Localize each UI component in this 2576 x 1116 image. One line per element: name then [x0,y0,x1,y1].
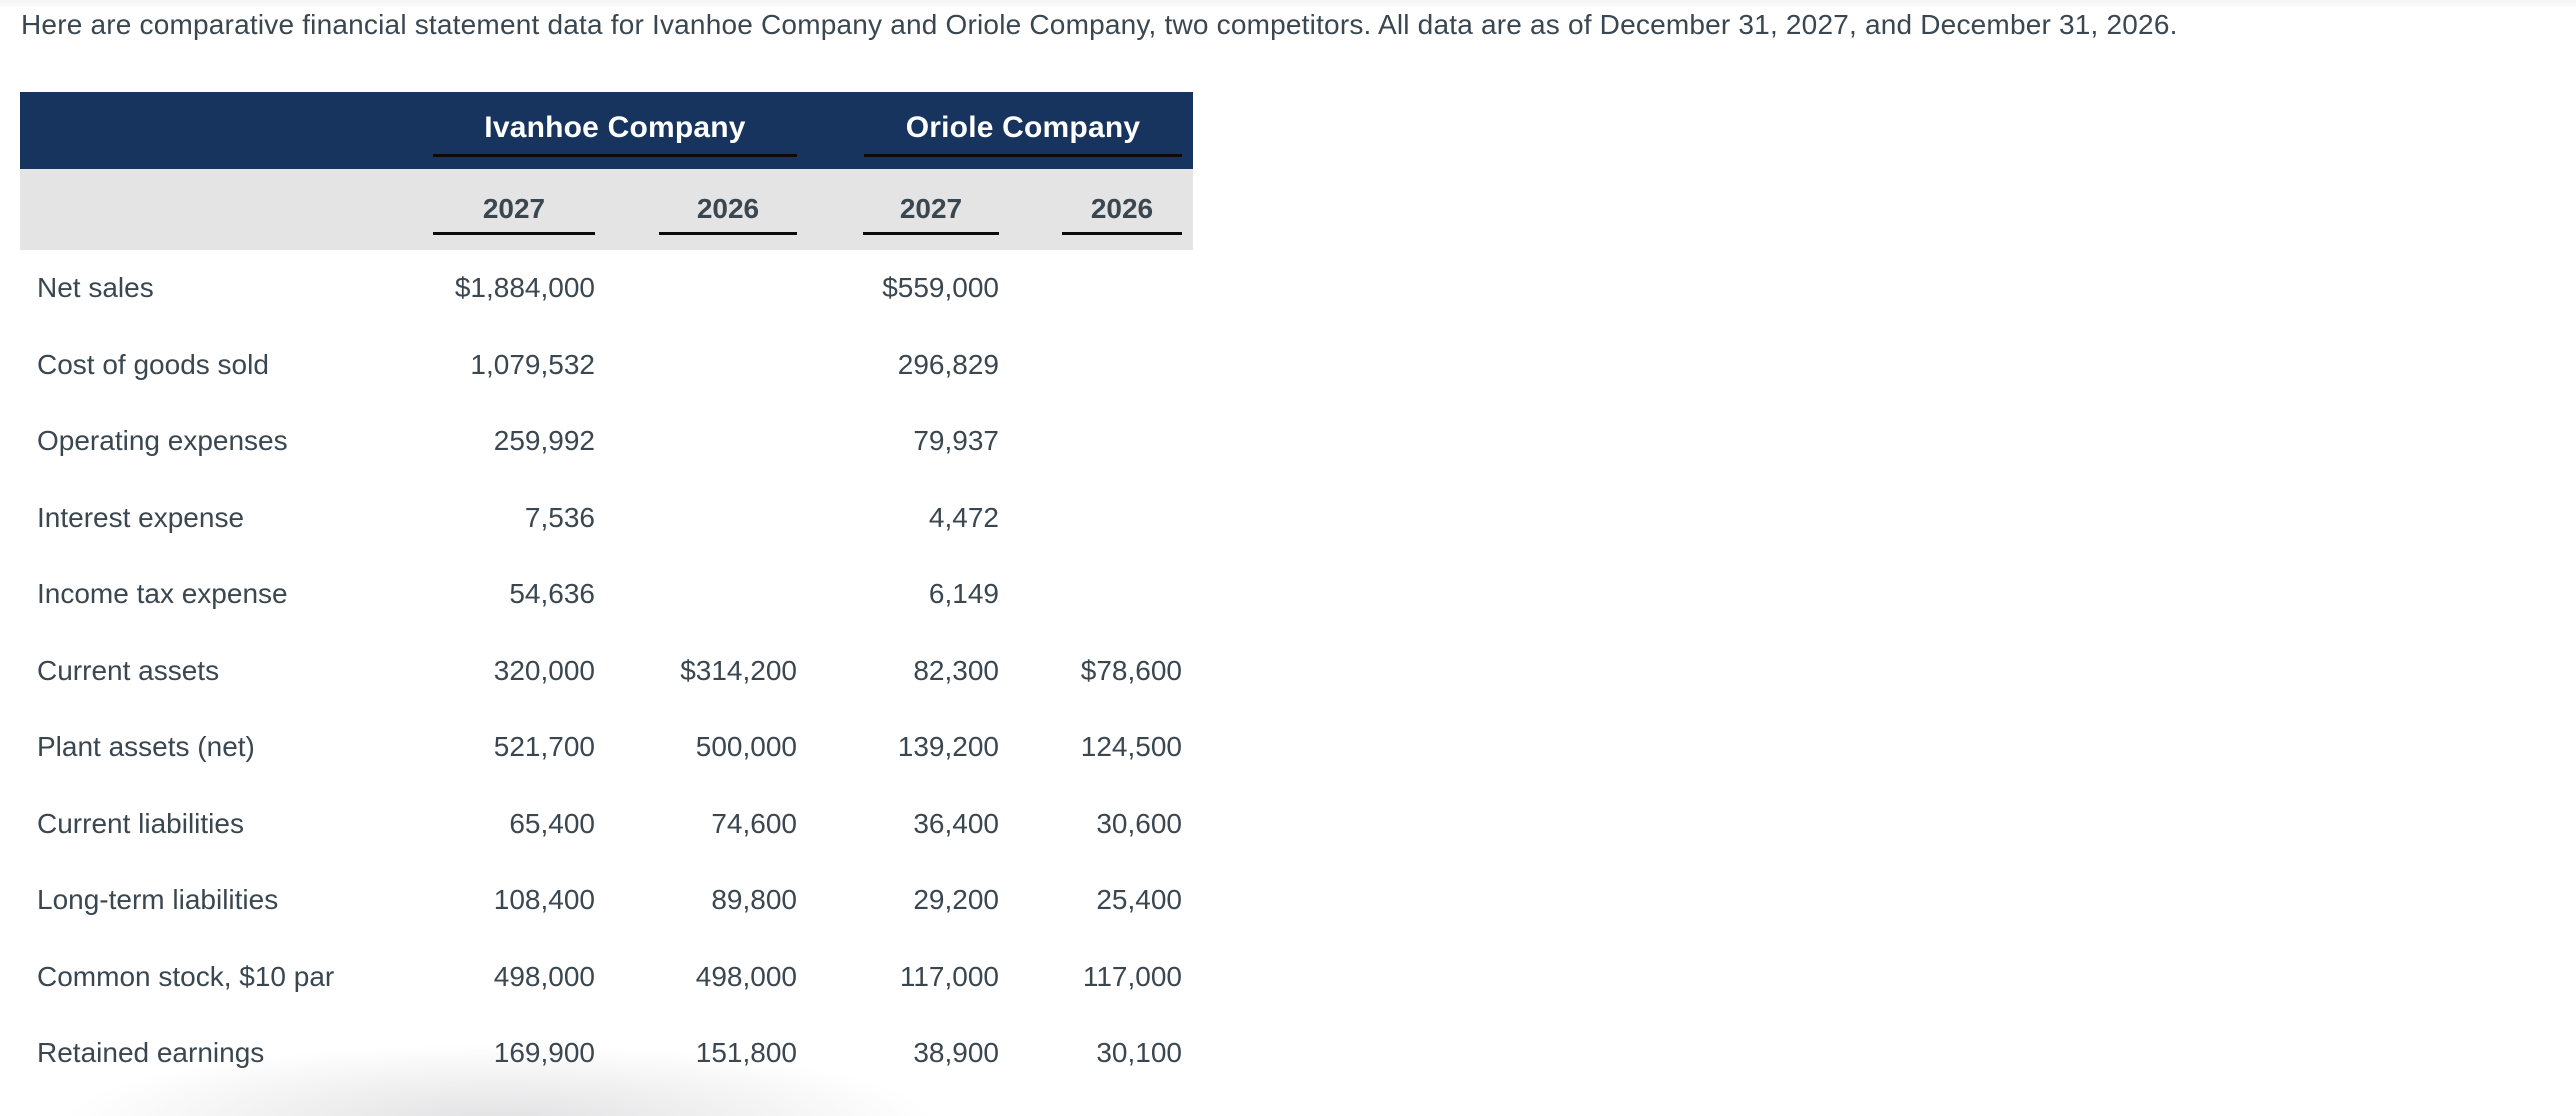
cell-value: 89,800 [711,884,797,916]
cell-value: 151,800 [695,1037,797,1069]
cell-value: 54,636 [509,578,595,610]
table-row: Cost of goods sold 1,079,532 296,829 [20,327,1193,404]
year-header-spacer [20,169,433,250]
cell-value: 82,300 [913,654,999,686]
cell-value: $559,000 [882,272,999,304]
cell-value: 74,600 [711,807,797,839]
cell-value [999,327,1193,404]
financial-data-table: Ivanhoe Company Oriole Company 2027 2026… [20,92,1193,1092]
table-row: Interest expense 7,536 4,472 [20,480,1193,557]
cell-value [595,556,797,633]
year-header-oriole-2027: 2027 [797,169,999,250]
cell-value: 6,149 [928,578,999,610]
company-header-ivanhoe: Ivanhoe Company [433,92,797,169]
cell-value: $78,600 [1080,654,1182,686]
row-label: Retained earnings [37,1037,265,1069]
row-label: Income tax expense [37,578,288,610]
cell-value: 521,700 [493,731,595,763]
cell-value [595,480,797,557]
row-label: Net sales [37,272,154,304]
table-row: Income tax expense 54,636 6,149 [20,556,1193,633]
year-header-label: 2026 [659,193,797,235]
cell-value: 296,829 [897,348,999,380]
cell-value [999,480,1193,557]
cell-value: 117,000 [1082,960,1182,992]
cell-value: 124,500 [1080,731,1182,763]
cell-value: 259,992 [493,425,595,457]
cell-value: 29,200 [913,884,999,916]
table-body: Net sales $1,884,000 $559,000 Cost of go… [20,250,1193,1092]
year-header-row: 2027 2026 2027 2026 [20,169,1193,250]
cell-value: 498,000 [695,960,797,992]
cell-value [999,403,1193,480]
table-row: Retained earnings 169,900 151,800 38,900… [20,1015,1193,1092]
year-header-label: 2026 [1062,193,1182,235]
cell-value: $314,200 [680,654,797,686]
row-label: Interest expense [37,501,245,533]
table-row: Current liabilities 65,400 74,600 36,400… [20,786,1193,863]
cell-value [999,556,1193,633]
cell-value: 500,000 [695,731,797,763]
cell-value [595,403,797,480]
cell-value [595,250,797,327]
table-row: Common stock, $10 par 498,000 498,000 11… [20,939,1193,1016]
cell-value: 117,000 [899,960,999,992]
cell-value: 320,000 [493,654,595,686]
cell-value: 30,100 [1096,1037,1182,1069]
cell-value: 36,400 [913,807,999,839]
cell-value: 169,900 [493,1037,595,1069]
year-header-label: 2027 [863,193,999,235]
table-row: Operating expenses 259,992 79,937 [20,403,1193,480]
row-label: Operating expenses [37,425,288,457]
row-label: Current assets [37,654,220,686]
cell-value: 4,472 [928,501,999,533]
row-label: Common stock, $10 par [37,960,335,992]
cell-value: 79,937 [913,425,999,457]
row-label: Plant assets (net) [37,731,255,763]
table-row: Net sales $1,884,000 $559,000 [20,250,1193,327]
cell-value: 7,536 [524,501,595,533]
page-top-edge [0,0,2576,7]
company-header-label: Oriole Company [864,111,1182,157]
cell-value: 498,000 [493,960,595,992]
cell-value: 25,400 [1096,884,1182,916]
company-header-row: Ivanhoe Company Oriole Company [20,92,1193,169]
intro-text: Here are comparative financial statement… [21,9,2178,40]
company-header-label: Ivanhoe Company [433,111,797,157]
row-label: Long-term liabilities [37,884,279,916]
table-row: Long-term liabilities 108,400 89,800 29,… [20,862,1193,939]
company-header-oriole: Oriole Company [797,92,1193,169]
table-row: Plant assets (net) 521,700 500,000 139,2… [20,709,1193,786]
year-header-ivanhoe-2026: 2026 [595,169,797,250]
cell-value: $1,884,000 [454,272,595,304]
table-row: Current assets 320,000 $314,200 82,300 $… [20,633,1193,710]
cell-value: 108,400 [493,884,595,916]
year-header-label: 2027 [433,193,595,235]
cell-value: 30,600 [1096,807,1182,839]
cell-value [595,327,797,404]
cell-value [999,250,1193,327]
row-label: Current liabilities [37,807,244,839]
cell-value: 38,900 [913,1037,999,1069]
cell-value: 139,200 [897,731,999,763]
company-header-spacer [20,92,433,169]
year-header-ivanhoe-2027: 2027 [433,169,595,250]
cell-value: 65,400 [509,807,595,839]
row-label: Cost of goods sold [37,348,269,380]
cell-value: 1,079,532 [470,348,595,380]
year-header-oriole-2026: 2026 [999,169,1193,250]
